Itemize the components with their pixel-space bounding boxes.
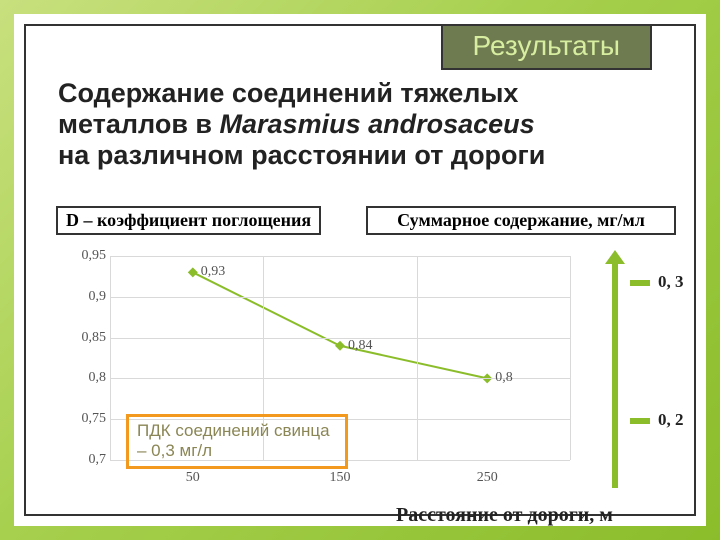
arrow-up	[610, 250, 620, 488]
point-label: 0,8	[495, 370, 513, 386]
slide-title: Содержание соединений тяжелых металлов в…	[58, 78, 662, 171]
y-tick: 0,8	[60, 370, 106, 386]
y-tick: 0,85	[60, 330, 106, 346]
x-tick: 250	[477, 470, 498, 486]
point-label: 0,93	[201, 264, 226, 280]
x-tick: 50	[186, 470, 200, 486]
x-axis-label: Расстояние от дороги, м	[396, 504, 613, 527]
label-d: D – коэффициент поглощения	[56, 206, 321, 235]
arrow-stem	[612, 260, 618, 488]
title-line3: на различном расстоянии от дороги	[58, 140, 545, 170]
title-line2-latin: Marasmius androsaceus	[220, 109, 535, 139]
slide: Результаты Содержание соединений тяжелых…	[0, 0, 720, 540]
inner-frame: Результаты Содержание соединений тяжелых…	[24, 24, 696, 516]
y-tick: 0,95	[60, 248, 106, 264]
legend-text-2: 0, 2	[658, 410, 684, 430]
y-tick: 0,7	[60, 452, 106, 468]
y-tick: 0,9	[60, 289, 106, 305]
legend-text-1: 0, 3	[658, 272, 684, 292]
legend-mark-1	[630, 280, 650, 286]
y-tick: 0,75	[60, 411, 106, 427]
point-label: 0,84	[348, 338, 373, 354]
title-line2a: металлов в	[58, 109, 220, 139]
pdk-box: ПДК соединений свинца – 0,3 мг/л	[126, 414, 348, 469]
x-tick: 150	[330, 470, 351, 486]
title-line1: Содержание соединений тяжелых	[58, 78, 518, 108]
tab-title: Результаты	[441, 26, 652, 70]
label-sum: Суммарное содержание, мг/мл	[366, 206, 676, 235]
legend-mark-2	[630, 418, 650, 424]
page: Результаты Содержание соединений тяжелых…	[14, 14, 706, 526]
